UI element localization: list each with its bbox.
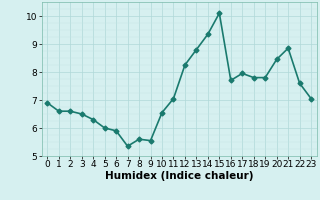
X-axis label: Humidex (Indice chaleur): Humidex (Indice chaleur) bbox=[105, 171, 253, 181]
